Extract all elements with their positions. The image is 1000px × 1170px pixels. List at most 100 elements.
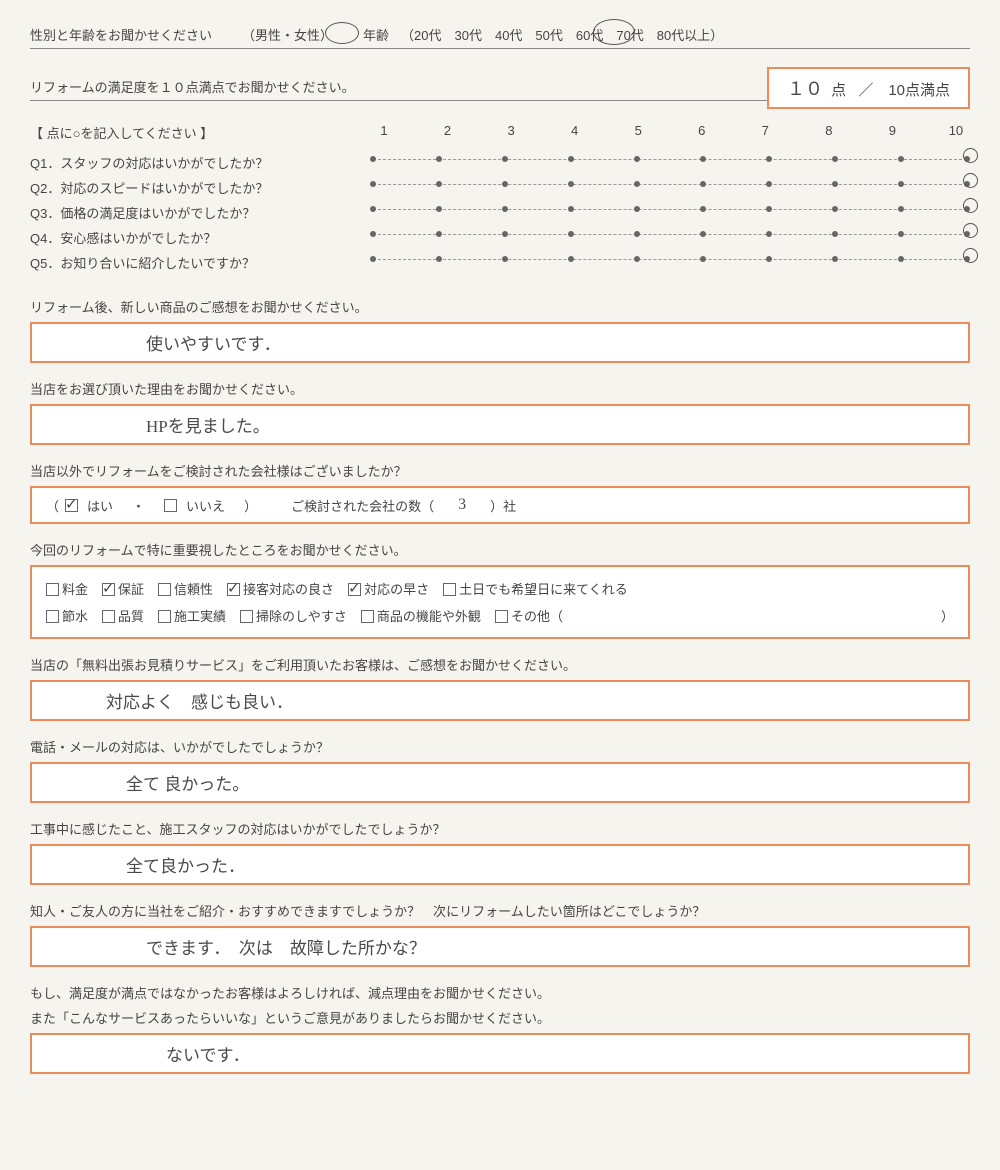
rating-dot[interactable]: [370, 256, 376, 262]
priority-checkbox[interactable]: [361, 610, 374, 623]
priority-checkbox[interactable]: [240, 610, 253, 623]
sect-other-co: 当店以外でリフォームをご検討された会社様はございましたか？ （ はい ・ いいえ…: [30, 461, 970, 524]
rating-dot[interactable]: [832, 206, 838, 212]
rating-selection-circle: [963, 173, 978, 188]
rating-dot[interactable]: [766, 181, 772, 187]
rating-dot[interactable]: [568, 181, 574, 187]
demographics-row: 性別と年齢をお聞かせください （男性・女性） 年齢 （20代 30代 40代 5…: [30, 25, 970, 49]
scale-num: 1: [374, 123, 394, 142]
q-impression: リフォーム後、新しい商品のご感想をお聞かせください。: [30, 297, 970, 316]
chk-no[interactable]: [164, 499, 177, 512]
rating-dot[interactable]: [370, 231, 376, 237]
rating-q-label: Q4．安心感はいかがでしたか？: [30, 228, 370, 247]
rating-dot[interactable]: [634, 156, 640, 162]
priority-option: 商品の機能や外観: [361, 606, 481, 625]
rating-dot[interactable]: [898, 206, 904, 212]
rating-dot[interactable]: [700, 231, 706, 237]
rating-dot[interactable]: [634, 181, 640, 187]
rating-dot[interactable]: [436, 181, 442, 187]
rating-dot[interactable]: [700, 206, 706, 212]
rating-dot[interactable]: [502, 156, 508, 162]
a-construction: 全て良かった．: [126, 852, 245, 877]
priority-checkbox[interactable]: [495, 610, 508, 623]
rating-dot[interactable]: [634, 206, 640, 212]
rating-dot[interactable]: [502, 181, 508, 187]
rating-q-label: Q2．対応のスピードはいかがでしたか？: [30, 178, 370, 197]
rating-dot[interactable]: [832, 256, 838, 262]
sect-priority: 今回のリフォームで特に重要視したところをお聞かせください。 料金保証信頼性接客対…: [30, 540, 970, 639]
rating-dot[interactable]: [634, 231, 640, 237]
rating-dot[interactable]: [700, 156, 706, 162]
rating-dot[interactable]: [700, 181, 706, 187]
rating-dot[interactable]: [832, 181, 838, 187]
rating-dot[interactable]: [700, 256, 706, 262]
sect-reason: 当店をお選び頂いた理由をお聞かせください。 HPを見ました。: [30, 379, 970, 445]
rating-block: 【 点に○を記入してください 】 12345678910 Q1．スタッフの対応は…: [30, 123, 970, 275]
rating-dot[interactable]: [568, 256, 574, 262]
priority-option: 接客対応の良さ: [227, 579, 334, 598]
rating-question-row: Q5．お知り合いに紹介したいですか？: [30, 250, 970, 275]
priority-checkbox[interactable]: [348, 583, 361, 596]
rating-dot[interactable]: [436, 206, 442, 212]
rating-dot[interactable]: [766, 156, 772, 162]
rating-dot[interactable]: [370, 181, 376, 187]
priority-option: 品質: [102, 606, 144, 625]
scale-num: 3: [501, 123, 521, 142]
count-pre: ご検討された会社の数（: [291, 496, 434, 515]
rating-dot[interactable]: [832, 156, 838, 162]
rating-dot-row: [370, 210, 970, 216]
sect-final: もし、満足度が満点ではなかったお客様はよろしければ、減点理由をお聞かせください。…: [30, 983, 970, 1074]
rating-dot[interactable]: [568, 231, 574, 237]
score-unit: 点: [831, 82, 846, 99]
priority-checkbox[interactable]: [102, 610, 115, 623]
rating-dot[interactable]: [898, 181, 904, 187]
rating-dot[interactable]: [898, 256, 904, 262]
lbl-no: いいえ: [186, 496, 225, 515]
rating-dot[interactable]: [634, 256, 640, 262]
priority-label: 品質: [118, 609, 144, 624]
rating-dot[interactable]: [370, 156, 376, 162]
rating-dot[interactable]: [568, 156, 574, 162]
rating-q-label: Q5．お知り合いに紹介したいですか？: [30, 253, 370, 272]
rating-selection-circle: [963, 148, 978, 163]
rating-selection-circle: [963, 223, 978, 238]
rating-dot[interactable]: [898, 156, 904, 162]
priority-option: 節水: [46, 606, 88, 625]
priority-checkbox[interactable]: [158, 583, 171, 596]
priority-checkbox[interactable]: [102, 583, 115, 596]
rating-dot[interactable]: [898, 231, 904, 237]
rating-dot[interactable]: [766, 231, 772, 237]
q-other-co: 当店以外でリフォームをご検討された会社様はございましたか？: [30, 461, 970, 480]
rating-dot-row: [370, 160, 970, 166]
chk-yes[interactable]: [65, 499, 78, 512]
a-refer: できます． 次は 故障した所かな？: [146, 934, 426, 959]
rating-dot[interactable]: [436, 231, 442, 237]
a-reason: HPを見ました。: [146, 412, 270, 437]
rating-dot[interactable]: [436, 256, 442, 262]
rating-dot[interactable]: [766, 206, 772, 212]
priority-checkbox[interactable]: [158, 610, 171, 623]
rating-dot[interactable]: [370, 206, 376, 212]
box-other-co: （ はい ・ いいえ ） ご検討された会社の数（ 3 ）社: [30, 486, 970, 524]
priority-option: その他（: [495, 606, 563, 625]
q-phone: 電話・メールの対応は、いかがでしたでしょうか？: [30, 737, 970, 756]
rating-header: 【 点に○を記入してください 】 12345678910: [30, 123, 970, 142]
priority-checkbox[interactable]: [227, 583, 240, 596]
priority-option: 保証: [102, 579, 144, 598]
rating-dot[interactable]: [766, 256, 772, 262]
priority-checkbox[interactable]: [443, 583, 456, 596]
scale-num: 9: [882, 123, 902, 142]
lbl-yes: はい: [87, 496, 113, 515]
rating-dot[interactable]: [502, 231, 508, 237]
rating-dot[interactable]: [832, 231, 838, 237]
priority-label: 土日でも希望日に来てくれる: [459, 582, 628, 597]
rating-dot[interactable]: [502, 206, 508, 212]
rating-dot[interactable]: [568, 206, 574, 212]
rating-q-label: Q1．スタッフの対応はいかがでしたか？: [30, 153, 370, 172]
priority-checkbox[interactable]: [46, 610, 59, 623]
rating-question-row: Q2．対応のスピードはいかがでしたか？: [30, 175, 970, 200]
rating-question-row: Q4．安心感はいかがでしたか？: [30, 225, 970, 250]
rating-dot[interactable]: [436, 156, 442, 162]
priority-checkbox[interactable]: [46, 583, 59, 596]
rating-dot[interactable]: [502, 256, 508, 262]
